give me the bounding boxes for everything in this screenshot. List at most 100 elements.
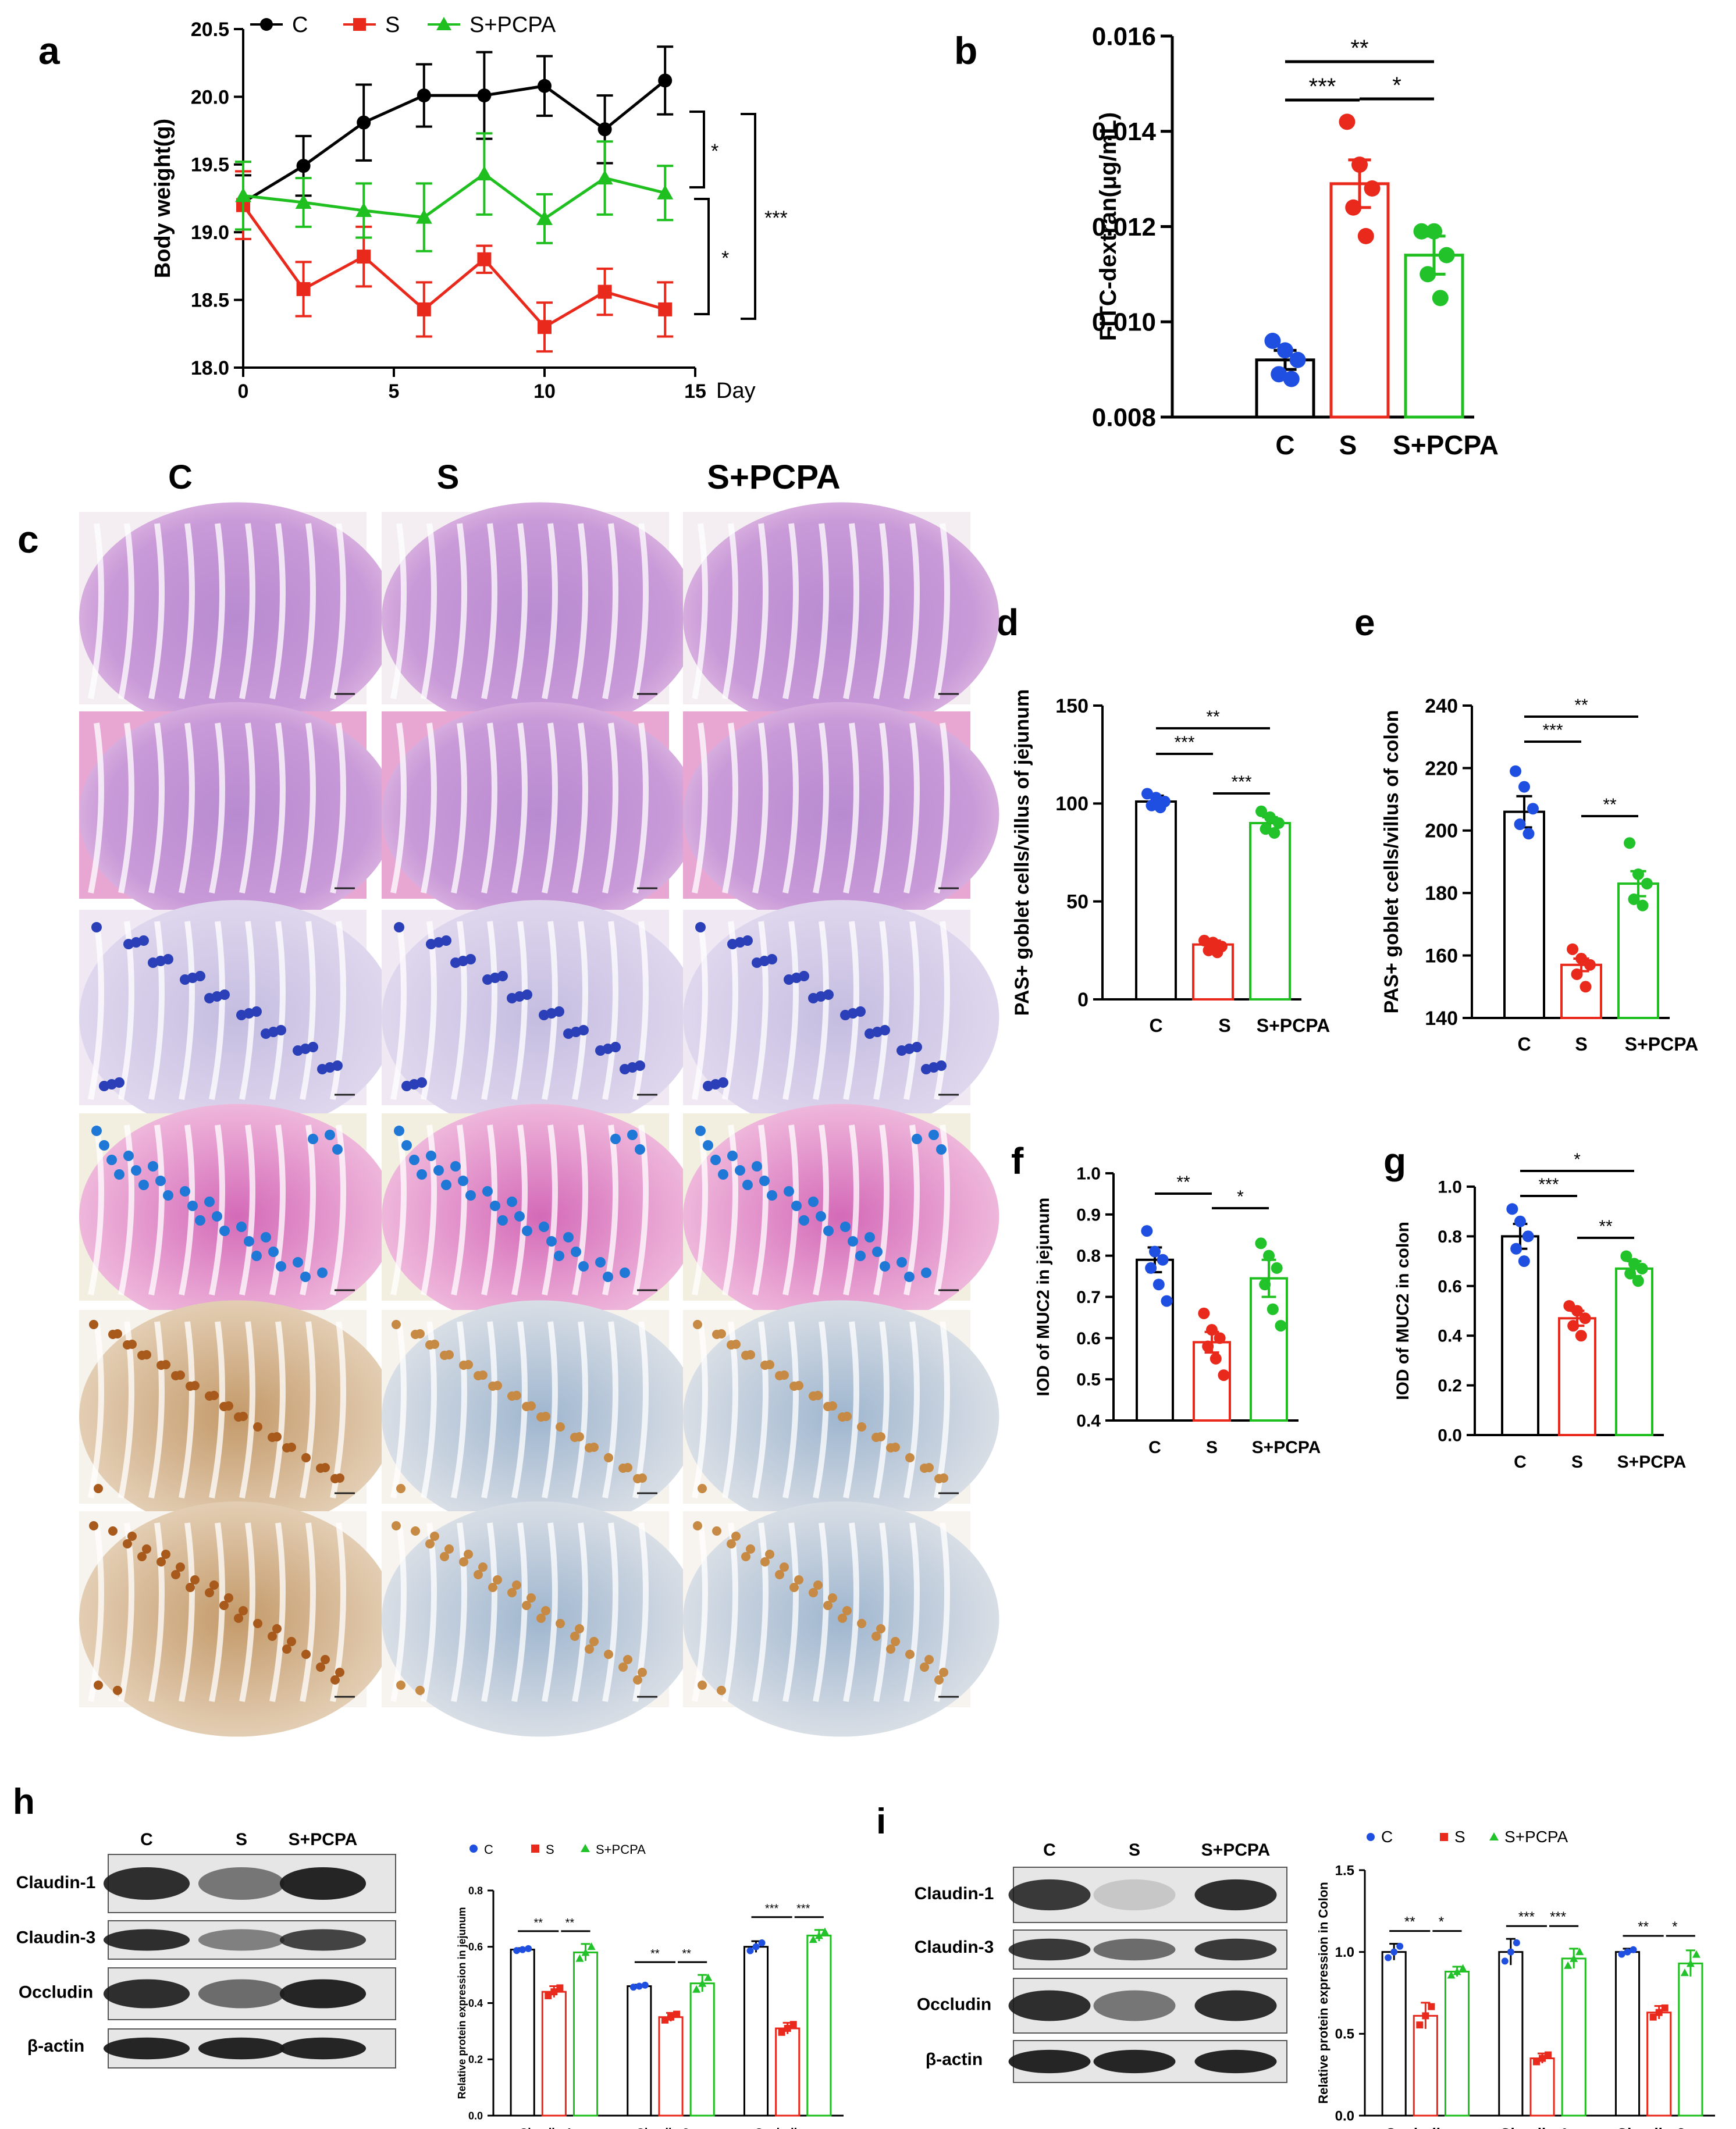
data-point-S+PCPA xyxy=(1641,878,1653,890)
muc2-positive-cell xyxy=(527,1593,536,1603)
goblet-cell xyxy=(695,922,706,932)
muc2-positive-cell xyxy=(440,1552,449,1561)
villus-lumen xyxy=(602,921,618,1100)
data-point-C xyxy=(538,79,552,93)
legend-label-S: S xyxy=(385,13,400,37)
significance-mark: *** xyxy=(1542,721,1563,740)
muc2-positive-cell xyxy=(780,1370,789,1380)
protein-band xyxy=(1194,1990,1277,2021)
villus-lumen xyxy=(843,523,859,699)
blot-row-label: Occludin xyxy=(19,1983,93,2002)
protein-band xyxy=(103,1867,190,1900)
bar-S+PCPA xyxy=(1444,1970,1470,2117)
goblet-cell xyxy=(180,1186,190,1197)
data-point-S+PCPA xyxy=(1692,1950,1701,1958)
goblet-cell xyxy=(897,1257,907,1268)
chart-a-x-tick-label: 15 xyxy=(684,380,706,403)
protein-band xyxy=(1008,1879,1091,1911)
goblet-cell xyxy=(816,1211,826,1222)
muc2-positive-cell xyxy=(760,1557,770,1567)
data-point-S+PCPA xyxy=(235,187,251,202)
goblet-cell xyxy=(936,1144,947,1155)
data-point-S+PCPA xyxy=(1268,827,1280,839)
legend-label-C: C xyxy=(1381,1828,1393,1846)
data-point-S xyxy=(1571,968,1583,980)
villus-lumen xyxy=(934,921,950,1100)
muc2-positive-cell xyxy=(823,1601,833,1610)
protein-band xyxy=(1194,1938,1277,1961)
goblet-cell xyxy=(759,1176,770,1186)
chart-b-y-tick-label: 0.016 xyxy=(1092,22,1156,51)
muc2-positive-cell xyxy=(536,1614,546,1623)
significance-mark: ** xyxy=(1599,1217,1613,1236)
blot-column-label: S+PCPA xyxy=(289,1830,358,1849)
goblet-cell xyxy=(610,1042,621,1052)
chart-b: 0.008 0.010 0.012 0.014 0.016 C S S+PCPA FITC-de… xyxy=(1092,22,1499,460)
chart-i-category-label: Claudin-3 xyxy=(1616,2125,1685,2129)
data-point-C xyxy=(513,1947,521,1954)
villus-lumen xyxy=(572,1522,588,1702)
villus-lumen xyxy=(148,1321,165,1498)
chart-f-y-tick-label: 0.7 xyxy=(1076,1288,1101,1307)
goblet-cell xyxy=(123,1151,134,1161)
goblet-cell xyxy=(784,1186,794,1197)
villus-lumen xyxy=(269,921,286,1100)
villus-lumen xyxy=(602,1321,618,1498)
goblet-cell xyxy=(904,1272,915,1282)
panel-label-i: i xyxy=(876,1802,886,1842)
data-point-S xyxy=(1198,935,1211,946)
villus-lumen xyxy=(179,523,195,699)
muc2-positive-cell xyxy=(415,1329,425,1338)
data-point-S+PCPA xyxy=(1624,837,1636,849)
protein-band xyxy=(198,1979,285,2009)
chart-b-y-tick-label: 0.008 xyxy=(1092,403,1156,432)
histology-image-he-jejunum-S+PCPA xyxy=(683,502,999,734)
protein-band xyxy=(1194,1879,1277,1911)
histology-image-pas-jejunum-C xyxy=(79,900,396,1135)
goblet-cell xyxy=(148,1161,158,1172)
muc2-positive-cell xyxy=(142,1544,151,1554)
muc2-positive-cell xyxy=(464,1360,473,1369)
bar-S+PCPA xyxy=(689,1982,715,2117)
chart-a-y-label: Body weight(g) xyxy=(151,119,175,278)
muc2-positive-cell xyxy=(575,1432,584,1441)
legend-marker-S xyxy=(1440,1833,1448,1841)
goblet-cell xyxy=(507,1197,517,1207)
chart-g-y-tick-label: 0.2 xyxy=(1438,1376,1462,1395)
muc2-positive-cell xyxy=(939,1473,948,1483)
chart-a-y-tick-label: 18.5 xyxy=(191,290,229,312)
villus-lumen xyxy=(632,523,649,699)
goblet-cell xyxy=(332,1060,343,1071)
muc2-positive-cell xyxy=(425,1539,435,1548)
blot-row-label: Claudin-3 xyxy=(16,1928,96,1947)
data-point-S xyxy=(1532,2058,1540,2066)
villus-lumen xyxy=(300,1321,316,1498)
muc2-positive-cell xyxy=(765,1550,774,1559)
goblet-cell xyxy=(742,1180,753,1190)
chart-a-y-tick-label: 19.0 xyxy=(191,222,229,244)
data-point-C xyxy=(635,1982,643,1990)
goblet-cell xyxy=(325,1130,335,1140)
data-point-S xyxy=(1655,2009,1663,2016)
goblet-cell xyxy=(394,1126,404,1136)
villus-lumen xyxy=(542,1321,558,1498)
data-point-C xyxy=(1141,788,1154,800)
legend-label-S+PCPA: S+PCPA xyxy=(1504,1828,1568,1846)
data-point-C xyxy=(1289,351,1306,368)
muc2-positive-cell xyxy=(415,1686,425,1695)
bar-C xyxy=(1498,1951,1524,2117)
chart-b-category-label: C xyxy=(1275,430,1294,460)
data-point-S+PCPA xyxy=(1628,893,1640,905)
data-point-S xyxy=(1209,1352,1222,1365)
goblet-cell xyxy=(703,1140,713,1151)
villus-lumen xyxy=(481,1321,497,1498)
data-point-S+PCPA xyxy=(596,170,613,185)
significance-mark: ** xyxy=(565,1917,575,1929)
villus-lumen xyxy=(752,1124,769,1295)
legend-label-S+PCPA: S+PCPA xyxy=(469,13,556,37)
villus-lumen xyxy=(88,523,104,699)
chart-h: 0.0 0.2 0.4 0.6 0.8 ** ** Claudin-1 ** ** Claudin-… xyxy=(456,1842,844,2129)
muc2-positive-cell xyxy=(809,1588,818,1597)
goblet-cell xyxy=(578,1025,589,1035)
villus-lumen xyxy=(269,1124,286,1295)
